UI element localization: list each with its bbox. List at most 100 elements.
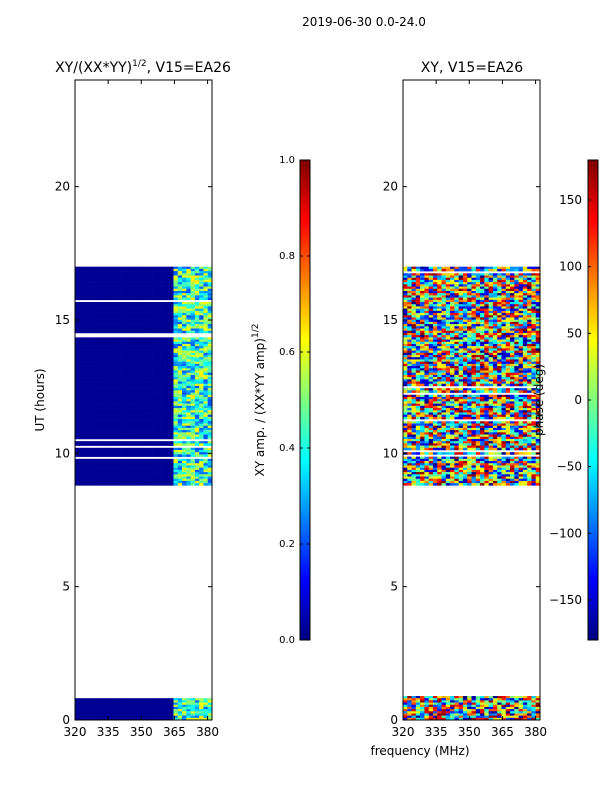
heatmap-cell bbox=[152, 704, 157, 708]
heatmap-cell bbox=[160, 337, 166, 340]
heatmap-cell bbox=[152, 702, 157, 706]
heatmap-cell bbox=[83, 401, 89, 404]
heatmap-cell bbox=[199, 304, 204, 307]
heatmap-cell bbox=[199, 308, 204, 312]
heatmap-cell bbox=[454, 702, 459, 706]
heatmap-cell bbox=[194, 293, 200, 296]
heatmap-cell bbox=[147, 313, 153, 316]
heatmap-cell bbox=[152, 326, 157, 329]
heatmap-cell bbox=[143, 275, 149, 279]
heatmap-cell bbox=[169, 366, 174, 369]
heatmap-cell bbox=[160, 352, 166, 356]
heatmap-cell bbox=[122, 447, 127, 451]
heatmap-cell bbox=[169, 368, 174, 371]
heatmap-cell bbox=[83, 434, 89, 438]
heatmap-cell bbox=[113, 337, 119, 340]
heatmap-cell bbox=[505, 350, 511, 354]
heatmap-cell bbox=[122, 425, 127, 429]
heatmap-cell bbox=[207, 474, 213, 477]
heatmap-cell bbox=[420, 313, 425, 316]
heatmap-cell bbox=[113, 330, 119, 334]
heatmap-cell bbox=[160, 461, 166, 464]
heatmap-cell bbox=[139, 401, 144, 404]
heatmap-cell bbox=[475, 717, 481, 721]
heatmap-cell bbox=[207, 328, 213, 332]
heatmap-cell bbox=[497, 698, 502, 701]
heatmap-cell bbox=[510, 702, 515, 706]
heatmap-cell bbox=[126, 452, 131, 455]
heatmap-cell bbox=[126, 419, 131, 422]
heatmap-cell bbox=[117, 476, 123, 480]
heatmap-cell bbox=[177, 410, 183, 413]
heatmap-cell bbox=[177, 355, 183, 358]
heatmap-cell bbox=[199, 483, 204, 486]
heatmap-cell bbox=[143, 368, 149, 371]
heatmap-cell bbox=[428, 286, 434, 290]
heatmap-cell bbox=[182, 461, 187, 464]
heatmap-cell bbox=[484, 266, 489, 270]
heatmap-cell bbox=[190, 432, 196, 435]
heatmap-cell bbox=[87, 392, 93, 396]
heatmap-cell bbox=[522, 293, 528, 296]
heatmap-cell bbox=[87, 461, 93, 464]
heatmap-cell bbox=[117, 372, 123, 376]
heatmap-cell bbox=[169, 700, 174, 703]
heatmap-cell bbox=[100, 275, 106, 279]
heatmap-cell bbox=[441, 709, 447, 712]
heatmap-cell bbox=[194, 343, 200, 347]
heatmap-cell bbox=[186, 359, 191, 362]
heatmap-cell bbox=[126, 346, 131, 349]
heatmap-cell bbox=[488, 273, 494, 276]
heatmap-cell bbox=[75, 352, 80, 356]
heatmap-cell bbox=[177, 273, 183, 276]
heatmap-cell bbox=[518, 348, 524, 351]
heatmap-cell bbox=[467, 308, 472, 312]
heatmap-cell bbox=[505, 355, 511, 358]
heatmap-cell bbox=[432, 715, 438, 719]
heatmap-cell bbox=[518, 293, 524, 296]
heatmap-cell bbox=[186, 483, 191, 486]
heatmap-cell bbox=[147, 302, 153, 305]
heatmap-cell bbox=[117, 306, 123, 309]
heatmap-cell bbox=[194, 266, 200, 270]
heatmap-cell bbox=[79, 700, 84, 703]
heatmap-cell bbox=[143, 474, 149, 477]
heatmap-cell bbox=[126, 447, 131, 451]
heatmap-cell bbox=[92, 443, 97, 446]
heatmap-cell bbox=[407, 324, 412, 327]
heatmap-cell bbox=[428, 295, 434, 298]
heatmap-cell bbox=[194, 346, 200, 349]
heatmap-cell bbox=[199, 702, 204, 706]
heatmap-cell bbox=[488, 317, 494, 320]
heatmap-cell bbox=[186, 419, 191, 422]
heatmap-cell bbox=[130, 463, 136, 466]
heatmap-cell bbox=[441, 324, 447, 327]
heatmap-cell bbox=[83, 467, 89, 471]
heatmap-cell bbox=[441, 266, 447, 270]
heatmap-cell bbox=[117, 284, 123, 287]
heatmap-cell bbox=[458, 698, 464, 701]
heatmap-cell bbox=[134, 399, 140, 402]
heatmap-cell bbox=[100, 709, 106, 712]
heatmap-cell bbox=[207, 273, 213, 276]
heatmap-cell bbox=[96, 279, 101, 283]
heatmap-cell bbox=[411, 282, 417, 285]
heatmap-cell bbox=[109, 337, 114, 340]
heatmap-cell bbox=[510, 273, 515, 276]
heatmap-cell bbox=[415, 295, 421, 298]
heatmap-cell bbox=[471, 310, 477, 314]
heatmap-cell bbox=[450, 702, 455, 706]
heatmap-cell bbox=[454, 346, 459, 349]
heatmap-cell bbox=[100, 434, 106, 438]
heatmap-cell bbox=[415, 315, 421, 318]
heatmap-cell bbox=[501, 696, 507, 699]
heatmap-cell bbox=[100, 339, 106, 343]
heatmap-cell bbox=[432, 288, 438, 292]
heatmap-cell bbox=[484, 332, 489, 336]
heatmap-cell bbox=[518, 297, 524, 301]
heatmap-cell bbox=[96, 306, 101, 309]
heatmap-cell bbox=[194, 441, 200, 444]
heatmap-cell bbox=[143, 370, 149, 373]
heatmap-cell bbox=[134, 290, 140, 294]
heatmap-cell bbox=[182, 346, 187, 349]
